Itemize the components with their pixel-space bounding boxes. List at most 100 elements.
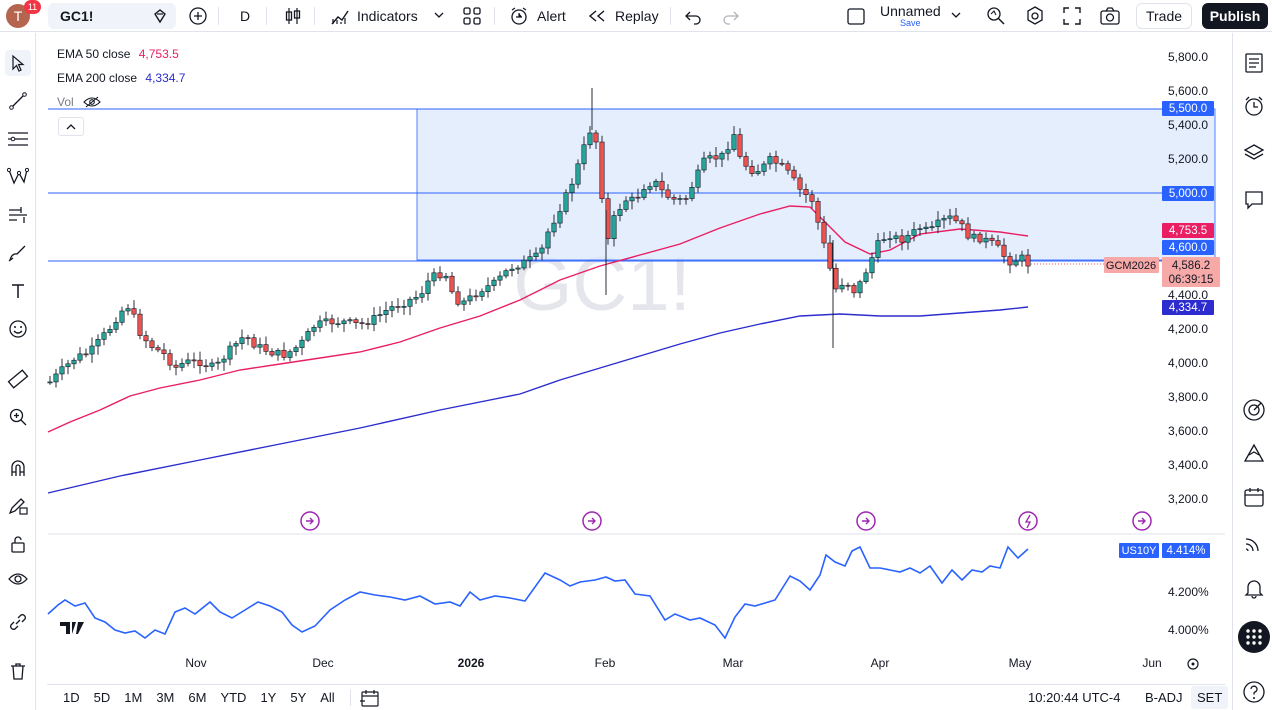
candle-body — [707, 155, 713, 159]
candle-body — [383, 310, 389, 315]
range-button-1y[interactable]: 1Y — [260, 690, 277, 705]
candle-body — [665, 189, 671, 198]
forecast-icon[interactable] — [5, 202, 31, 228]
candles-icon[interactable] — [283, 6, 303, 26]
alerts-clock-icon[interactable] — [1241, 93, 1267, 119]
emoji-icon[interactable] — [5, 316, 31, 342]
range-button-1d[interactable]: 1D — [63, 690, 80, 705]
settings-icon[interactable] — [1024, 5, 1046, 27]
event-arrow-icon[interactable] — [856, 511, 876, 531]
price-zone-rectangle[interactable] — [416, 108, 1216, 261]
trade-button[interactable]: Trade — [1136, 3, 1192, 29]
symbol-search[interactable]: GC1! — [48, 3, 176, 29]
range-button-all[interactable]: All — [320, 690, 335, 705]
ema200-line[interactable] — [47, 306, 1029, 494]
eye-icon[interactable] — [5, 566, 31, 592]
camera-icon[interactable] — [1099, 5, 1121, 27]
fullscreen-icon[interactable] — [1062, 6, 1082, 26]
candle-body — [653, 180, 659, 187]
range-button-6m[interactable]: 6M — [188, 690, 207, 705]
pattern-icon[interactable] — [5, 164, 31, 190]
axis-settings-icon[interactable] — [1187, 658, 1199, 670]
indicators-icon[interactable] — [330, 6, 350, 26]
layout-square-icon[interactable] — [846, 6, 866, 26]
layout-name[interactable]: Unnamed — [880, 3, 941, 19]
us10y-line[interactable] — [47, 545, 1029, 640]
alert-button[interactable]: Alert — [537, 8, 566, 24]
candle-body — [557, 211, 563, 224]
range-button-ytd[interactable]: YTD — [220, 690, 247, 705]
chevron-down-icon[interactable] — [951, 11, 961, 19]
chat-icon[interactable] — [1241, 187, 1267, 213]
event-arrow-icon[interactable] — [300, 511, 320, 531]
ruler-icon[interactable] — [5, 366, 31, 392]
clock-timezone[interactable]: 10:20:44 UTC-4 — [1028, 690, 1121, 705]
horizontal-lines-icon[interactable] — [5, 126, 31, 152]
candle-body — [635, 196, 641, 199]
drawing-toolbar — [0, 33, 36, 710]
zoom-in-icon[interactable] — [5, 404, 31, 430]
time-tick: Dec — [312, 656, 333, 670]
broadcast-icon[interactable] — [1241, 530, 1267, 556]
trend-line-icon[interactable] — [5, 88, 31, 114]
right-sidebar — [1232, 33, 1272, 710]
add-symbol-icon[interactable] — [188, 6, 208, 26]
event-markers[interactable] — [300, 511, 1152, 531]
replay-icon[interactable] — [588, 8, 606, 24]
calendar-icon[interactable] — [1241, 484, 1267, 510]
magnet-icon[interactable] — [5, 455, 31, 481]
session-toggle[interactable]: SET — [1191, 686, 1229, 709]
event-arrow-icon[interactable] — [582, 511, 602, 531]
target-icon[interactable] — [1241, 397, 1267, 423]
link-icon[interactable] — [5, 609, 31, 635]
alarm-clock-icon[interactable] — [508, 5, 530, 27]
watchlist-icon[interactable] — [1241, 50, 1267, 76]
ideas-icon[interactable] — [1241, 440, 1267, 466]
event-lightning-icon[interactable] — [1018, 511, 1038, 531]
badj-toggle[interactable]: B-ADJ — [1145, 690, 1183, 705]
layers-icon[interactable] — [1241, 140, 1267, 166]
price-tick: 3,800.0 — [1168, 390, 1208, 404]
price-axis[interactable]: 5,800.0 5,600.0 5,400.0 5,200.0 4,400.0 4,200… — [1168, 50, 1208, 506]
collapse-legend-button[interactable] — [58, 117, 84, 136]
range-button-3m[interactable]: 3M — [156, 690, 175, 705]
replay-button[interactable]: Replay — [615, 8, 659, 24]
diamond-icon[interactable] — [152, 8, 168, 24]
undo-icon[interactable] — [684, 7, 702, 25]
eye-hidden-icon[interactable] — [83, 96, 101, 108]
cursor-icon[interactable] — [5, 50, 31, 76]
draw-lock-pencil-icon[interactable] — [5, 493, 31, 519]
templates-grid-icon[interactable] — [462, 6, 482, 26]
ema50-line[interactable] — [47, 205, 1029, 433]
range-button-5y[interactable]: 5Y — [290, 690, 307, 705]
ema50-legend[interactable]: EMA 50 close 4,753.5 — [57, 47, 179, 61]
help-icon[interactable] — [1241, 679, 1267, 705]
layout-save-hint[interactable]: Save — [900, 18, 921, 28]
avatar-initial: T — [13, 8, 23, 24]
range-button-1m[interactable]: 1M — [124, 690, 143, 705]
candle-body — [389, 306, 395, 311]
range-buttons: 1D 5D 1M 3M 6M YTD 1Y 5Y All — [56, 690, 342, 705]
quick-search-icon[interactable] — [985, 5, 1007, 27]
trash-icon[interactable] — [5, 658, 31, 684]
candle-body — [713, 155, 719, 160]
lock-icon[interactable] — [5, 531, 31, 557]
text-icon[interactable] — [5, 278, 31, 304]
indicators-button[interactable]: Indicators — [357, 8, 418, 24]
event-arrow-icon[interactable] — [1132, 511, 1152, 531]
publish-button[interactable]: Publish — [1202, 3, 1268, 29]
candle-body — [953, 215, 959, 222]
redo-icon[interactable] — [722, 7, 740, 25]
ema200-legend[interactable]: EMA 200 close 4,334.7 — [57, 71, 185, 85]
apps-grid-icon[interactable] — [1238, 621, 1270, 653]
volume-legend[interactable]: Vol — [57, 95, 101, 109]
range-button-5d[interactable]: 5D — [93, 690, 111, 705]
candle-body — [737, 134, 743, 157]
brush-icon[interactable] — [5, 240, 31, 266]
go-to-date-icon[interactable] — [359, 688, 381, 708]
candle-body — [803, 189, 809, 195]
chevron-down-icon[interactable] — [434, 11, 444, 19]
notifications-bell-icon[interactable] — [1241, 575, 1267, 601]
interval-button[interactable]: D — [240, 8, 251, 24]
